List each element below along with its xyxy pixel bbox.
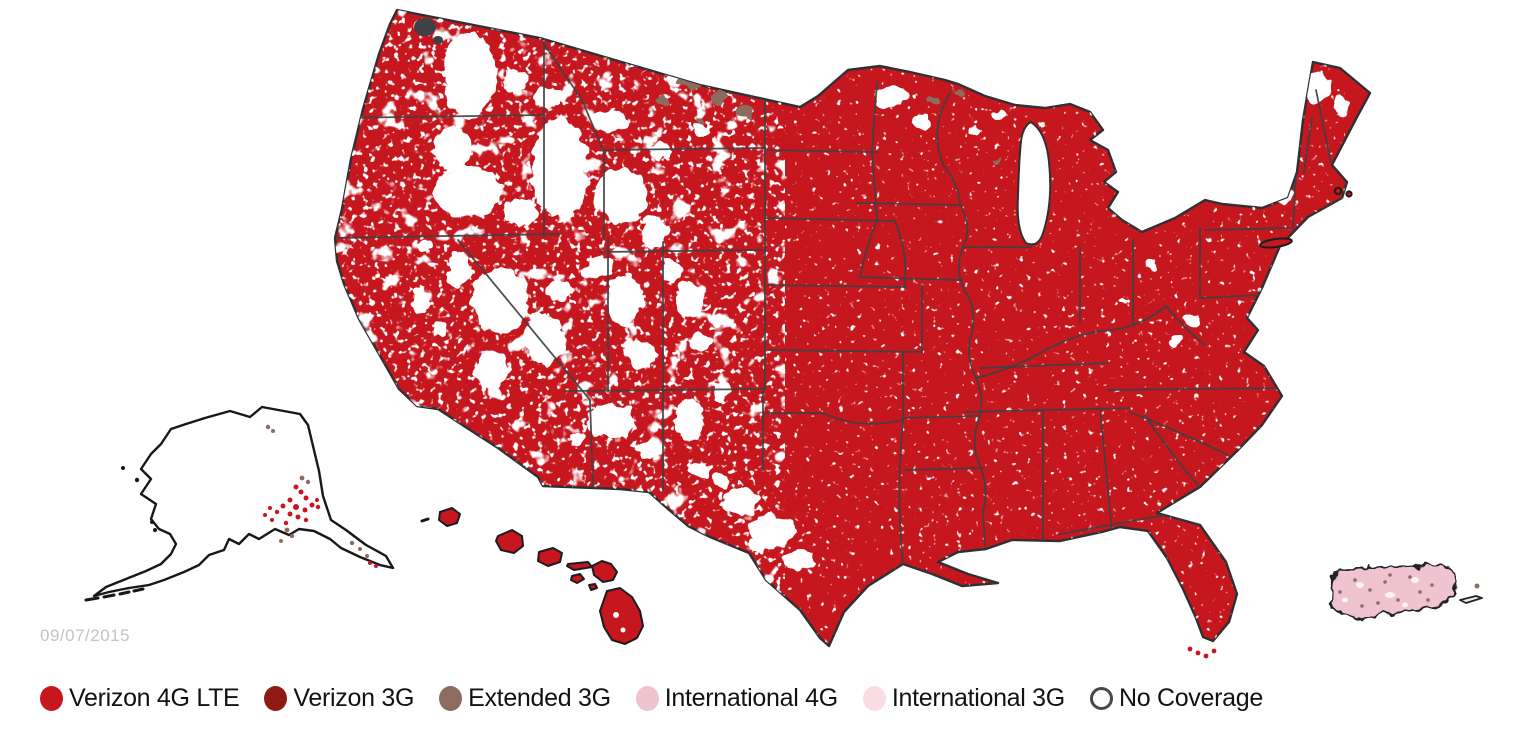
legend-label-international-3g: International 3G: [891, 684, 1065, 712]
offshore-islands: [1187, 186, 1353, 659]
legend-label-international-4g: International 4G: [664, 684, 838, 712]
legend-dot-extended-3g-icon: [439, 686, 463, 711]
legend-dot-verizon-3g-icon: [264, 686, 288, 711]
hawaii-inset: [420, 507, 644, 645]
legend-dot-verizon-4g-lte-icon: [40, 686, 63, 711]
puerto-rico-international-4g: [1329, 563, 1458, 619]
legend-dot-international-4g-icon: [635, 686, 659, 711]
alaska-outline: [92, 405, 395, 598]
legend-label-extended-3g: Extended 3G: [468, 684, 611, 712]
legend-label-verizon-3g: Verizon 3G: [293, 684, 415, 712]
puerto-rico-inset: [1329, 563, 1483, 619]
alaska-inset: [84, 405, 395, 602]
no-coverage-gaps: [412, 33, 1348, 571]
legend-item-international-4g: International 4G: [635, 684, 838, 713]
alaska-extended-3g-dots: [265, 424, 369, 558]
legend-label-verizon-4g-lte: Verizon 4G LTE: [69, 684, 240, 712]
legend-label-no-coverage: No Coverage: [1118, 684, 1263, 712]
lake-michigan: [1016, 120, 1052, 246]
legend-dot-international-3g-icon: [862, 686, 886, 711]
aleutian-islands: [84, 466, 157, 602]
coverage-legend: Verizon 4G LTE Verizon 3G Extended 3G Inter…: [40, 684, 1263, 713]
state-borders: [335, 41, 1336, 565]
legend-item-no-coverage: No Coverage: [1089, 684, 1263, 713]
legend-item-international-3g: International 3G: [862, 684, 1065, 713]
legend-dot-no-coverage-icon: [1089, 687, 1113, 710]
vieques-island: [1459, 595, 1483, 604]
map-date-stamp: 09/07/2015: [40, 626, 131, 645]
continental-us-map: [333, 8, 1372, 659]
legend-item-verizon-3g: Verizon 3G: [264, 684, 414, 713]
alaska-4g-cluster: [263, 484, 378, 568]
culebra-island: [1474, 583, 1480, 589]
puerto-rico-texture: [1338, 573, 1434, 608]
legend-item-verizon-4g-lte: Verizon 4G LTE: [40, 684, 240, 713]
legend-item-extended-3g: Extended 3G: [439, 684, 611, 713]
no-coverage-speckle-east: [785, 55, 1345, 646]
puget-sound-dark-patch: [414, 18, 443, 44]
